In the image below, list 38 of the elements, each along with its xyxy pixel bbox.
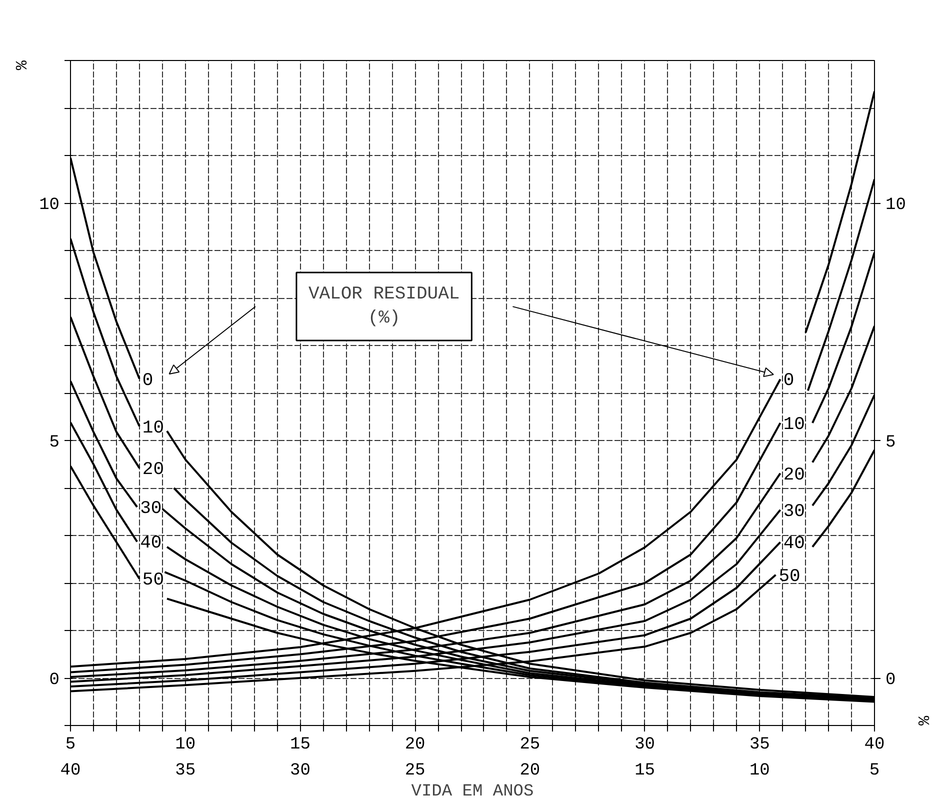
y-tick-label: 0 bbox=[49, 671, 60, 690]
series-label: 30 bbox=[140, 499, 162, 519]
series-label: 40 bbox=[783, 534, 805, 554]
series-label: 40 bbox=[140, 534, 162, 554]
series-label: 20 bbox=[783, 465, 805, 486]
y-tick-label: 5 bbox=[49, 434, 60, 452]
y2-tick-label: 10 bbox=[886, 196, 906, 215]
x-tick-label: 30 bbox=[634, 736, 655, 754]
x2-tick-label: 35 bbox=[175, 762, 196, 780]
series-label: 0 bbox=[142, 370, 154, 391]
x2-tick-label: 25 bbox=[404, 762, 426, 780]
x2-tick-label: 10 bbox=[749, 762, 770, 780]
x2-tick-label: 30 bbox=[290, 762, 310, 780]
x2-tick-label: 40 bbox=[60, 762, 81, 780]
x-tick-label: 5 bbox=[65, 736, 76, 754]
x-tick-label: 15 bbox=[290, 736, 310, 754]
series-label: 10 bbox=[783, 414, 805, 435]
x-tick-label: 35 bbox=[749, 736, 770, 754]
x-tick-label: 25 bbox=[520, 736, 540, 754]
x-tick-label: 20 bbox=[404, 736, 426, 754]
y2-axis-title: % bbox=[914, 716, 932, 726]
series-label: 10 bbox=[142, 418, 164, 438]
x-tick-label: 40 bbox=[864, 736, 885, 754]
x2-tick-label: 15 bbox=[634, 762, 655, 780]
y2-tick-label: 5 bbox=[886, 434, 896, 452]
y-tick-label: 10 bbox=[39, 196, 60, 215]
series-label: 50 bbox=[778, 566, 800, 587]
annotation: VALOR RESIDUAL (%) bbox=[308, 284, 460, 329]
x-tick-label: 10 bbox=[175, 736, 196, 754]
legend-label: 0 bbox=[783, 371, 794, 392]
y2-tick-label: 0 bbox=[886, 671, 896, 690]
x-axis-title: VIDA EM ANOS bbox=[411, 782, 534, 802]
x2-tick-label: 20 bbox=[520, 762, 540, 780]
y-axis-title: % bbox=[14, 60, 32, 70]
series-label: 50 bbox=[142, 570, 164, 591]
series-label: 30 bbox=[783, 502, 805, 522]
x2-tick-label: 5 bbox=[869, 762, 880, 780]
series-label: 20 bbox=[142, 460, 164, 480]
